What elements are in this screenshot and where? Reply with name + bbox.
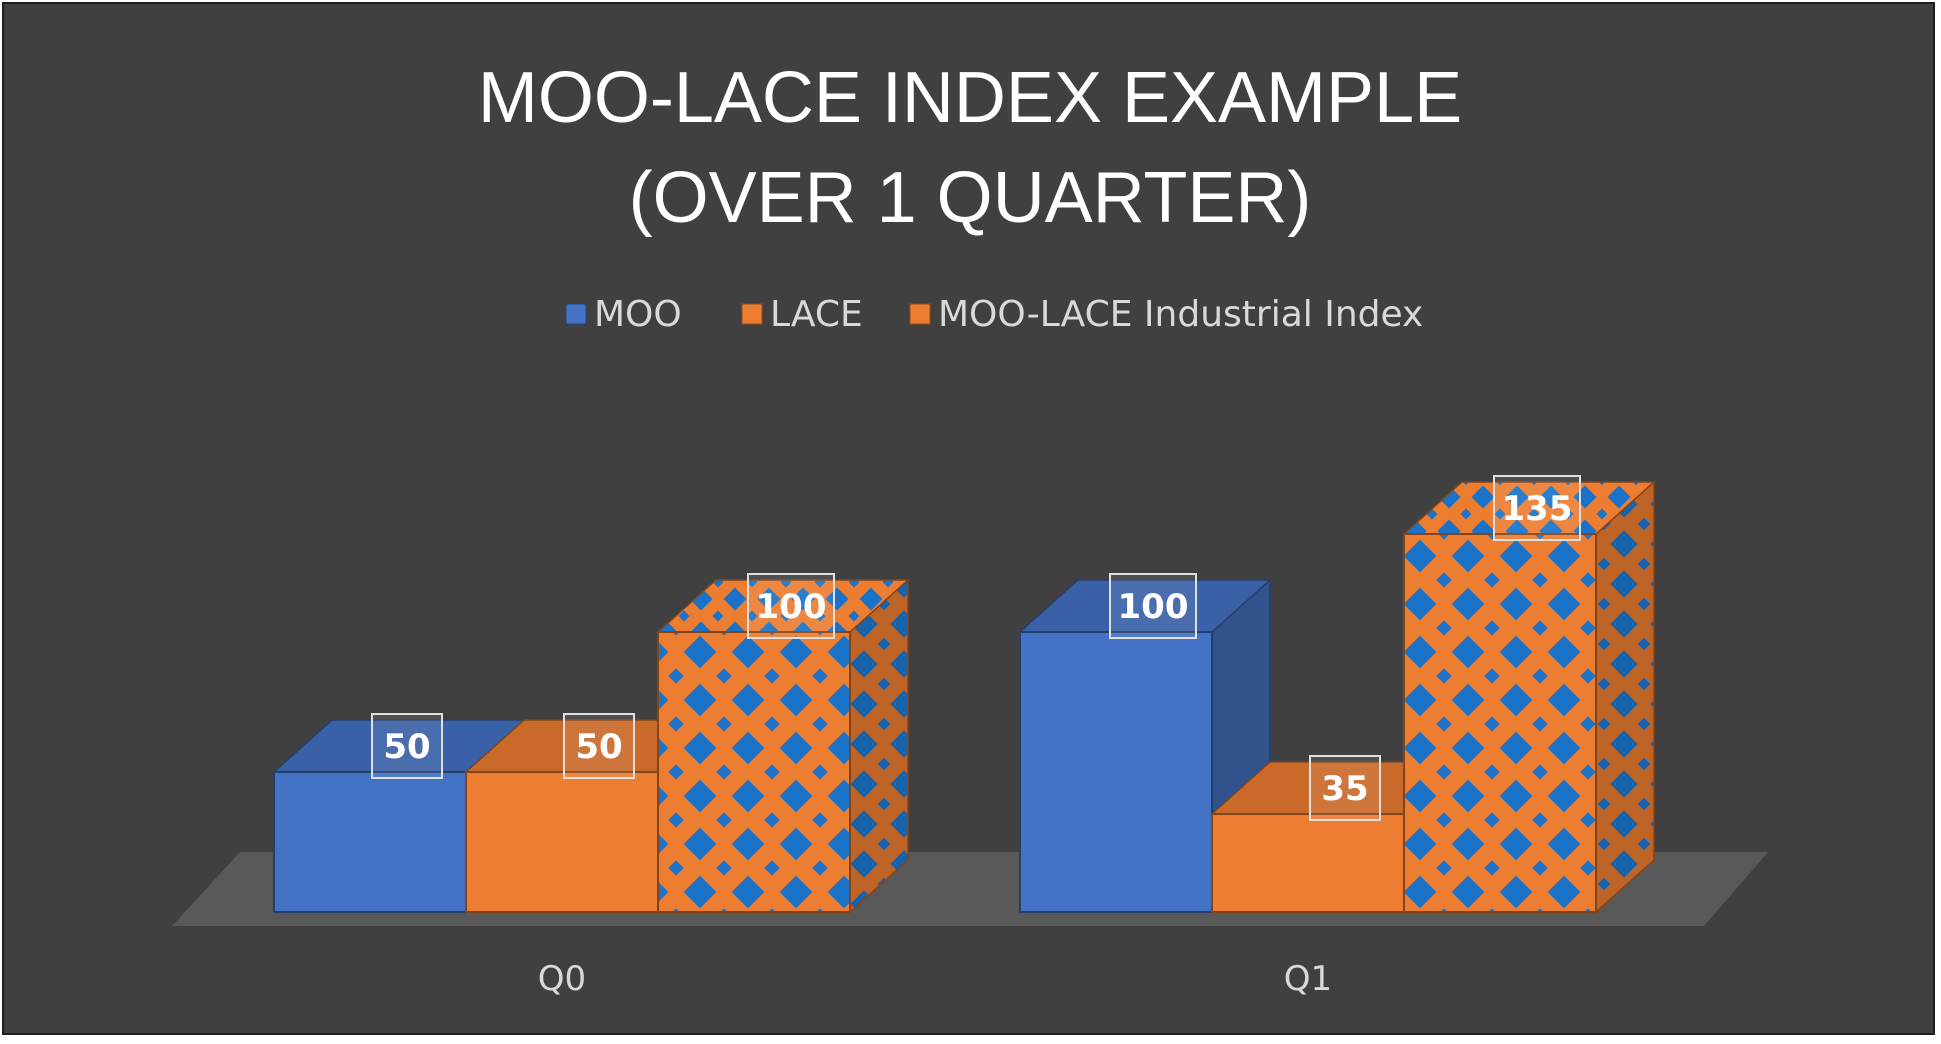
legend-swatch-1 <box>565 303 587 325</box>
data-label-q1-series-3: 135 <box>1493 475 1581 541</box>
chart-title: MOO-LACE INDEX EXAMPLE (OVER 1 QUARTER) <box>478 58 1462 238</box>
svg-text:135: 135 <box>1502 489 1573 529</box>
svg-text:100: 100 <box>1118 587 1189 627</box>
data-label-group: 50 50 100 100 35 135 <box>371 475 1581 821</box>
category-axis: Q0 Q1 <box>538 959 1332 999</box>
data-label-q1-series-2: 35 <box>1309 755 1381 821</box>
legend-label-2: LACE <box>770 294 863 335</box>
legend-label-3: MOO-LACE Industrial Index <box>938 294 1423 335</box>
svg-text:100: 100 <box>756 587 827 627</box>
category-label-q1: Q1 <box>1284 959 1332 999</box>
legend-label-1: MOO <box>594 294 682 335</box>
svg-text:50: 50 <box>383 727 430 767</box>
legend-swatch-2 <box>741 303 763 325</box>
svg-text:35: 35 <box>1321 769 1368 809</box>
category-label-q0: Q0 <box>538 959 586 999</box>
chart-title-line-1: MOO-LACE INDEX EXAMPLE <box>478 58 1462 138</box>
bar-group <box>272 480 1656 914</box>
data-label-q1-series-1: 100 <box>1109 573 1197 639</box>
chart-svg: MOO-LACE INDEX EXAMPLE (OVER 1 QUARTER) … <box>172 58 1768 999</box>
data-label-q0-series-2: 50 <box>563 713 635 779</box>
chart-legend: MOO LACE MOO-LACE Industrial Index <box>565 294 1423 335</box>
data-label-q0-series-1: 50 <box>371 713 443 779</box>
chart-title-line-2: (OVER 1 QUARTER) <box>629 158 1312 238</box>
data-label-q0-series-3: 100 <box>747 573 835 639</box>
bar-q0-series-3 <box>656 578 910 914</box>
svg-text:50: 50 <box>575 727 622 767</box>
bar-q1-series-3 <box>1402 480 1656 914</box>
legend-swatch-3 <box>909 303 931 325</box>
